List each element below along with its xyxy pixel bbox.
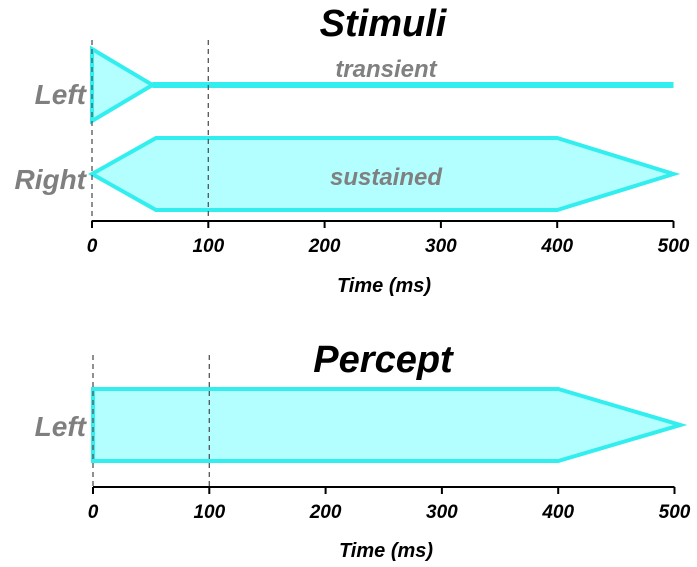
stimuli-tick-label: 400 — [540, 236, 573, 257]
transient-label: transient — [335, 56, 437, 83]
stimuli-panel: Stimuli Left Right transient sustained 0… — [14, 3, 689, 297]
stimuli-shapes — [87, 45, 681, 212]
percept-shapes — [91, 387, 688, 463]
stimuli-tick-label: 300 — [425, 236, 457, 257]
stimuli-time-axis: 0 100 200 300 400 500 — [87, 220, 690, 257]
stimuli-tick-label: 0 — [87, 236, 98, 257]
percept-tick-label: 0 — [88, 502, 99, 523]
percept-tick-label: 400 — [541, 502, 574, 523]
percept-row-label-left: Left — [35, 411, 88, 442]
percept-tick-label: 100 — [193, 502, 225, 523]
percept-guide-lines — [92, 355, 210, 487]
percept-tick-label: 300 — [426, 502, 458, 523]
transient-stimulus-onset — [90, 45, 157, 125]
percept-axis-title: Time (ms) — [339, 540, 433, 562]
stimuli-tick-label: 200 — [308, 236, 341, 257]
stimuli-guide-lines — [91, 40, 209, 221]
stimuli-axis-title: Time (ms) — [337, 275, 431, 297]
percept-tick-label: 500 — [659, 502, 691, 523]
stimuli-sustained-shape — [87, 136, 681, 212]
percept-time-axis: 0 100 200 300 400 500 — [88, 486, 691, 523]
stimuli-tick-label: 500 — [658, 236, 690, 257]
sustained-label: sustained — [330, 164, 443, 191]
percept-sustained-shape — [91, 387, 688, 463]
percept-panel: Percept Left 0 100 200 300 400 500 Time (ms) — [35, 339, 691, 562]
stimuli-title: Stimuli — [320, 3, 448, 45]
stimuli-row-label-left: Left — [35, 79, 88, 110]
stimuli-row-label-right: Right — [14, 164, 87, 195]
percept-title: Percept — [313, 339, 454, 381]
stimuli-tick-label: 100 — [192, 236, 224, 257]
percept-tick-label: 200 — [309, 502, 342, 523]
